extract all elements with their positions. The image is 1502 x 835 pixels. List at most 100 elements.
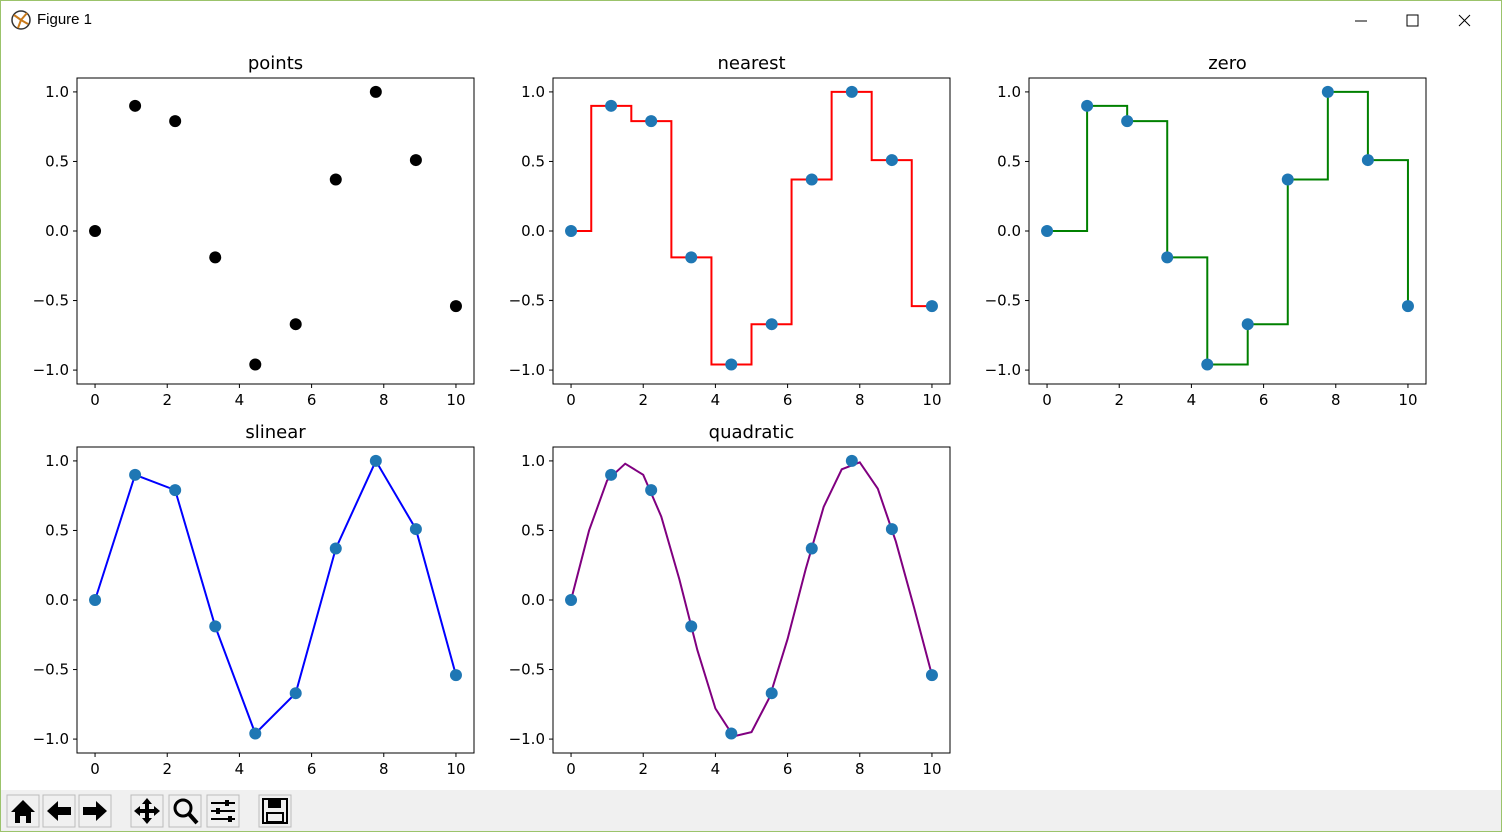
x-tick-label: 2 [1114,391,1124,409]
subplot-title: nearest [717,53,785,74]
y-tick-label: −0.5 [509,661,545,679]
y-tick-label: 1.0 [45,452,69,470]
data-point [685,251,698,264]
x-tick-label: 4 [711,391,721,409]
window-controls[interactable] [1341,1,1501,40]
zoom-button[interactable] [168,794,202,828]
data-point [645,484,658,497]
x-tick-label: 2 [162,391,172,409]
data-point [645,115,658,128]
data-point [925,300,938,313]
data-point [329,173,342,186]
data-point [329,542,342,555]
window-title: Figure 1 [37,11,93,28]
y-tick-label: −1.0 [509,361,545,379]
y-tick-label: 1.0 [521,83,545,101]
x-tick-label: 8 [379,760,389,778]
maximize-button[interactable] [1406,14,1419,27]
x-tick-label: 10 [922,391,941,409]
data-point [369,85,382,98]
y-tick-label: 0.0 [45,591,69,609]
y-tick-label: −0.5 [985,292,1021,310]
data-point [449,669,462,682]
x-tick-label: 10 [1398,391,1417,409]
pan-button[interactable] [130,794,164,828]
x-tick-label: 6 [783,391,793,409]
data-point [885,523,898,536]
x-tick-label: 6 [307,391,317,409]
subplot-title: zero [1208,53,1247,74]
x-tick-label: 6 [783,760,793,778]
data-point [845,454,858,467]
axes-frame [76,446,475,754]
y-tick-label: 0.0 [997,222,1021,240]
subplot-title: quadratic [709,422,795,443]
data-point [765,318,778,331]
x-tick-label: 2 [638,391,648,409]
data-point [289,687,302,700]
axes-frame [552,446,951,754]
data-point [765,687,778,700]
data-point [845,85,858,98]
x-tick-label: 8 [855,760,865,778]
y-tick-label: −0.5 [33,292,69,310]
interpolated-line [1047,90,1409,366]
data-point [565,225,578,237]
x-tick-label: 10 [446,391,465,409]
data-point [1281,173,1294,186]
y-tick-label: −1.0 [33,730,69,748]
data-point [565,594,578,606]
interpolated-line [94,458,457,736]
y-tick-label: 0.0 [521,222,545,240]
subplot-title: points [248,53,303,74]
home-button[interactable] [6,794,40,828]
subplot: slinear 0 2 4 6 8 10 −1.0 −0.5 0.0 0.5 1.0 [33,422,475,778]
data-point [725,727,738,740]
x-tick-label: 8 [1331,391,1341,409]
figure: points 0 2 4 6 8 10 −1.0 −0.5 0.0 0.5 1.0 nearest 0 2 4… [33,53,1427,778]
x-tick-label: 4 [1187,391,1197,409]
x-tick-label: 0 [566,391,576,409]
x-tick-label: 0 [566,760,576,778]
save-button[interactable] [258,794,292,828]
app-icon [11,10,31,30]
interpolated-line [571,90,932,366]
x-tick-label: 0 [90,760,100,778]
data-point [369,454,382,467]
data-point [249,358,262,371]
data-point [605,99,618,112]
data-point [1201,358,1214,371]
y-tick-label: −1.0 [985,361,1021,379]
y-tick-label: 0.5 [45,521,69,539]
interpolated-line [570,461,933,738]
x-tick-label: 0 [90,391,100,409]
data-point [169,484,182,497]
data-point [925,669,938,682]
forward-button[interactable] [78,794,112,828]
data-point [449,300,462,313]
data-point [805,542,818,555]
configure-button[interactable] [206,794,240,828]
data-point [885,154,898,167]
y-tick-label: −1.0 [33,361,69,379]
x-tick-label: 4 [711,760,721,778]
data-point [129,468,142,481]
data-point [805,173,818,186]
title-bar: Figure 1 [1,1,1501,40]
y-tick-label: 0.5 [521,152,545,170]
data-point [1241,318,1254,331]
data-point [129,99,142,112]
data-point [685,620,698,633]
data-point [1401,300,1414,313]
y-tick-label: −0.5 [509,292,545,310]
subplot: zero 0 2 4 6 8 10 −1.0 −0.5 0.0 0.5 1.0 [985,53,1427,409]
close-button[interactable] [1458,14,1471,27]
data-point [1121,115,1134,128]
subplot-title: slinear [245,422,306,443]
y-tick-label: −1.0 [509,730,545,748]
data-point [605,468,618,481]
back-button[interactable] [42,794,76,828]
x-tick-label: 4 [235,391,245,409]
data-point [1321,85,1334,98]
